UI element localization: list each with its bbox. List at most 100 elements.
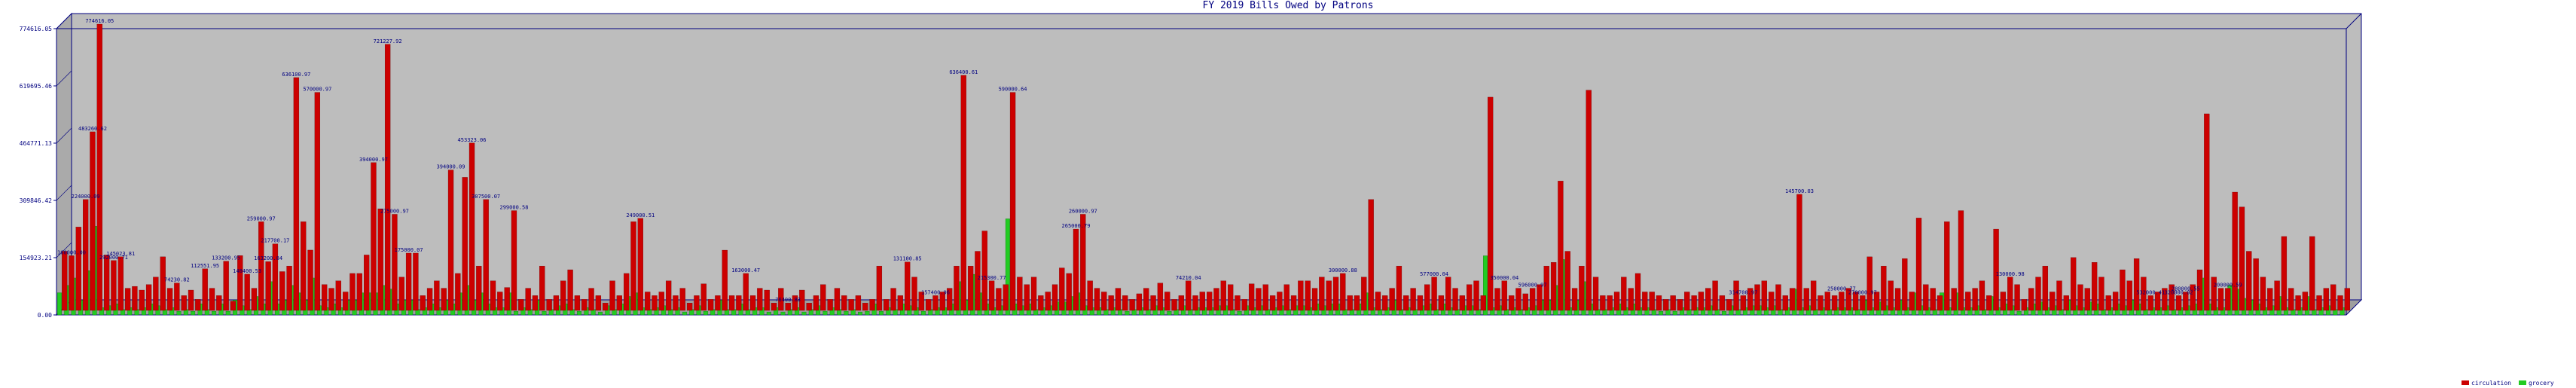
circulation-bar — [476, 265, 482, 311]
circulation-bar — [2133, 258, 2140, 311]
circulation-bar — [124, 288, 131, 311]
data-label: 453323.06 — [458, 137, 487, 143]
circulation-bar — [1207, 292, 1213, 311]
circulation-bar — [1986, 295, 1992, 311]
circulation-bar — [1424, 284, 1430, 311]
circulation-bar — [694, 295, 700, 311]
circulation-bar — [2050, 292, 2056, 311]
circulation-bar — [707, 299, 714, 311]
circulation-bar — [1326, 280, 1332, 311]
circulation-bar — [90, 131, 96, 311]
y-grid-line — [56, 70, 72, 87]
grocery-bar — [1483, 255, 1488, 316]
legend-label-circulation: circulation — [2471, 380, 2511, 386]
circulation-bar — [946, 288, 953, 311]
circulation-bar — [1256, 288, 1262, 311]
circulation-bar — [960, 75, 966, 311]
circulation-bar — [932, 295, 939, 311]
circulation-bar — [2183, 292, 2189, 311]
circulation-bar — [799, 289, 805, 311]
circulation-bar — [728, 295, 735, 311]
circulation-bar — [652, 295, 658, 311]
circulation-bar — [2302, 292, 2309, 311]
circulation-bar — [469, 142, 475, 311]
circulation-bar — [1796, 194, 1802, 311]
circulation-bar — [771, 303, 777, 311]
circulation-bar — [905, 261, 911, 311]
circulation-bar — [1852, 292, 1859, 311]
circulation-bar — [1017, 276, 1023, 311]
circulation-bar — [1452, 288, 1458, 311]
grocery-bar — [858, 311, 862, 316]
circulation-bar — [2042, 265, 2049, 311]
circulation-bar — [1515, 288, 1521, 311]
circulation-bar — [1143, 288, 1149, 311]
circulation-bar — [911, 276, 917, 311]
circulation-bar — [490, 280, 496, 311]
grocery-bar — [879, 310, 884, 316]
circulation-bar — [335, 280, 341, 311]
circulation-bar — [630, 221, 636, 311]
data-label: 224000.09 — [72, 194, 100, 200]
circulation-bar — [2077, 284, 2083, 311]
circulation-bar — [637, 218, 643, 311]
grocery-bar — [577, 310, 581, 316]
circulation-bar — [483, 199, 489, 311]
circulation-bar — [1389, 288, 1395, 311]
circulation-bar — [1192, 295, 1198, 311]
circulation-bar — [293, 77, 300, 311]
data-label: 163000.47 — [731, 267, 760, 273]
grocery-bar — [212, 310, 217, 316]
circulation-bar — [1522, 293, 1528, 311]
data-label: 259000.97 — [247, 215, 276, 221]
circulation-bar — [251, 288, 258, 311]
data-label: 280000.55 — [2172, 286, 2200, 292]
circulation-bar — [1529, 288, 1536, 311]
grocery-bar — [703, 310, 708, 316]
circulation-bar — [111, 260, 117, 311]
circulation-bar — [553, 295, 560, 311]
circulation-bar — [1403, 295, 1409, 311]
y-tick-label: 619695.46 — [20, 83, 53, 90]
circulation-bar — [356, 273, 362, 311]
data-label: 532000.41 — [2136, 289, 2165, 295]
data-label: 250000.77 — [1827, 286, 1856, 292]
circulation-bar — [876, 265, 883, 311]
circulation-bar — [2196, 269, 2203, 311]
circulation-bar — [1993, 228, 1999, 311]
circulation-bar — [665, 280, 672, 311]
grocery-bar — [1722, 310, 1726, 316]
circulation-bar — [841, 295, 847, 311]
grocery-bar — [823, 310, 828, 316]
circulation-bar — [1003, 284, 1009, 311]
circulation-bar — [1235, 295, 1241, 311]
grocery-bar — [1005, 218, 1010, 316]
circulation-bar — [827, 299, 833, 311]
circulation-bar — [2274, 280, 2280, 311]
circulation-bar — [392, 214, 398, 311]
circulation-bar — [1269, 295, 1276, 311]
circulation-bar — [1747, 288, 1753, 311]
circulation-bar — [202, 268, 208, 311]
circulation-bar — [1972, 288, 1978, 311]
legend-swatch-circulation — [2462, 380, 2469, 385]
circulation-bar — [441, 288, 447, 311]
data-label: 249000.51 — [626, 212, 655, 218]
circulation-bar — [588, 288, 594, 311]
circulation-bar — [1045, 292, 1051, 311]
circulation-bar — [2000, 292, 2007, 311]
legend-label-grocery: grocery — [2529, 380, 2554, 386]
circulation-bar — [1213, 288, 1219, 311]
circulation-bar — [118, 256, 124, 311]
circulation-bar — [743, 273, 749, 311]
circulation-bar — [188, 289, 194, 311]
y-grid-line — [56, 242, 72, 258]
data-label: 320000.02 — [2165, 289, 2193, 295]
circulation-bar — [1558, 181, 1564, 311]
circulation-bar — [2253, 258, 2259, 311]
circulation-bar — [869, 299, 875, 311]
circulation-bar — [1164, 292, 1170, 311]
data-label: 131100.85 — [893, 256, 922, 262]
circulation-bar — [1733, 280, 1739, 311]
